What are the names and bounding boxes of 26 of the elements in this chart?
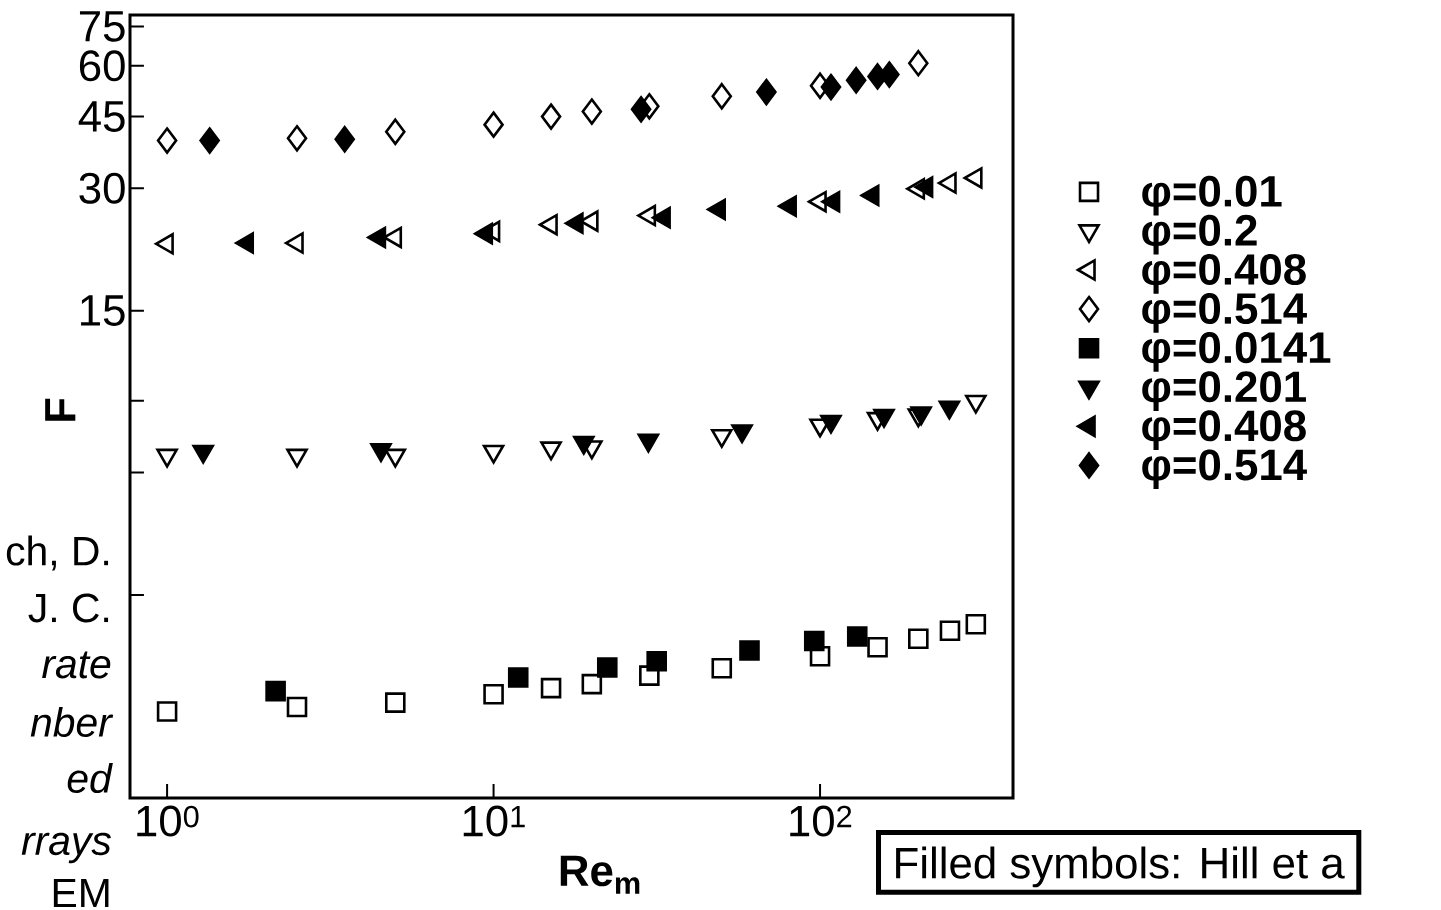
text: ed xyxy=(67,762,113,794)
legend-label: φ=0.408 xyxy=(1142,410,1306,450)
legend-label: φ=0.514 xyxy=(1142,449,1307,490)
text: rrays xyxy=(21,832,111,864)
y-tick-label: 75 xyxy=(79,11,125,42)
x-tick-label: 10$^{0}$ xyxy=(137,805,199,837)
text: Filled symbols: Hill et a xyxy=(896,846,1345,888)
text: rate xyxy=(42,651,111,679)
y-tick-label: 45 xyxy=(78,101,125,132)
x-tick-label: 10$^{1}$ xyxy=(463,805,525,837)
x-tick-label: 10$^{2}$ xyxy=(790,805,852,837)
legend-label: φ=0.0141 xyxy=(1142,332,1331,372)
text: nber xyxy=(30,707,114,737)
legend-label: φ=0.2 xyxy=(1142,214,1257,255)
y-tick-label: 15 xyxy=(81,295,125,326)
legend-label: φ=0.514 xyxy=(1142,293,1307,333)
x-axis-title: Re$_{m}$ xyxy=(560,855,640,894)
legend-label: φ=0.201 xyxy=(1142,371,1306,411)
text: ch, D. xyxy=(6,535,109,571)
text: EM xyxy=(53,878,109,908)
legend-label: φ=0.408 xyxy=(1142,253,1306,294)
y-tick-label: 60 xyxy=(79,50,125,82)
y-axis-title: F xyxy=(45,398,76,421)
y-tick-label: 30 xyxy=(79,172,125,204)
legend-label: φ=0.01 xyxy=(1142,175,1282,216)
text: J. C. xyxy=(28,593,109,623)
